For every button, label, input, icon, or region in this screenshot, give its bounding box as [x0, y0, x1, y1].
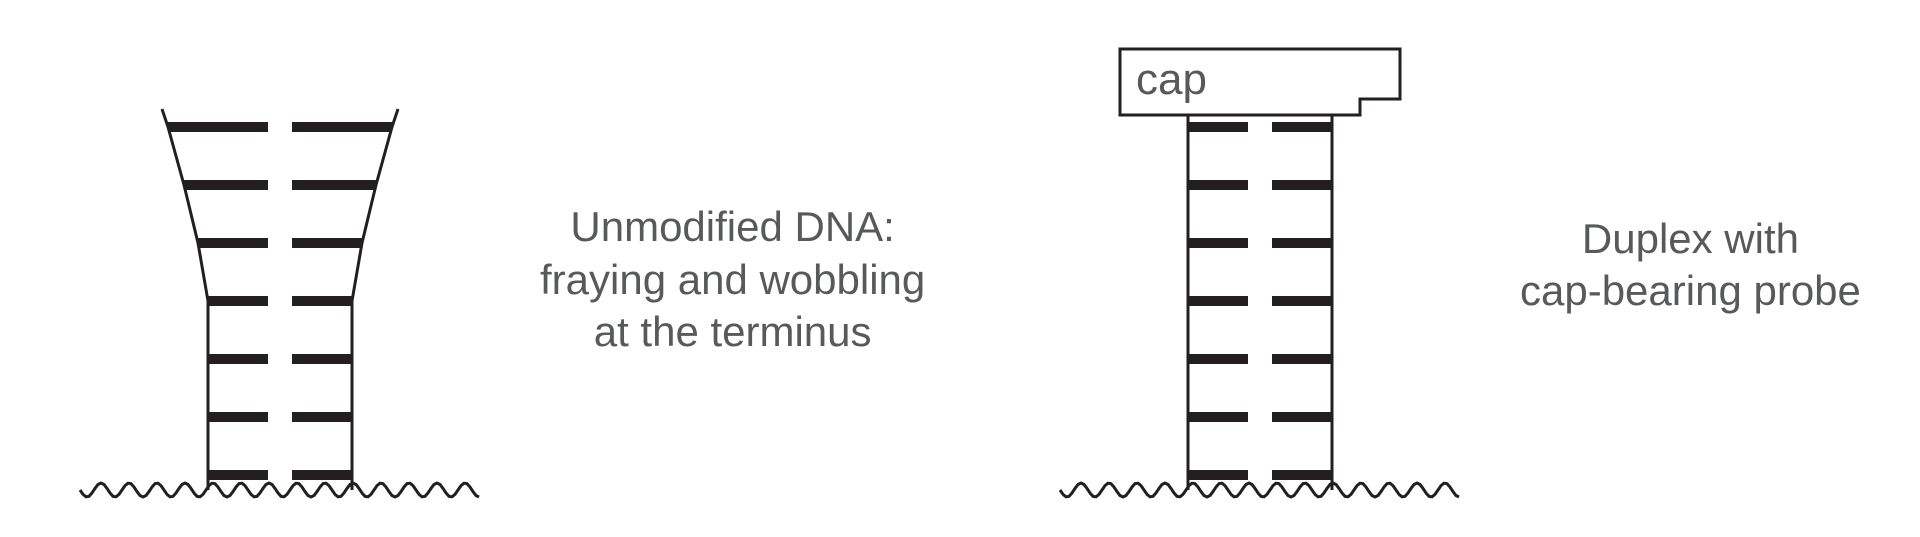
- right-caption: Duplex with cap-bearing probe: [1520, 213, 1861, 318]
- unmodified-dna-diagram: [60, 40, 500, 520]
- cap-label: cap: [1136, 55, 1207, 104]
- left-caption: Unmodified DNA: fraying and wobbling at …: [540, 201, 925, 359]
- left-panel: Unmodified DNA: fraying and wobbling at …: [60, 40, 925, 520]
- right-panel: cap Duplex with cap-bearing probe: [1040, 10, 1861, 520]
- capped-duplex-diagram: cap: [1040, 10, 1480, 520]
